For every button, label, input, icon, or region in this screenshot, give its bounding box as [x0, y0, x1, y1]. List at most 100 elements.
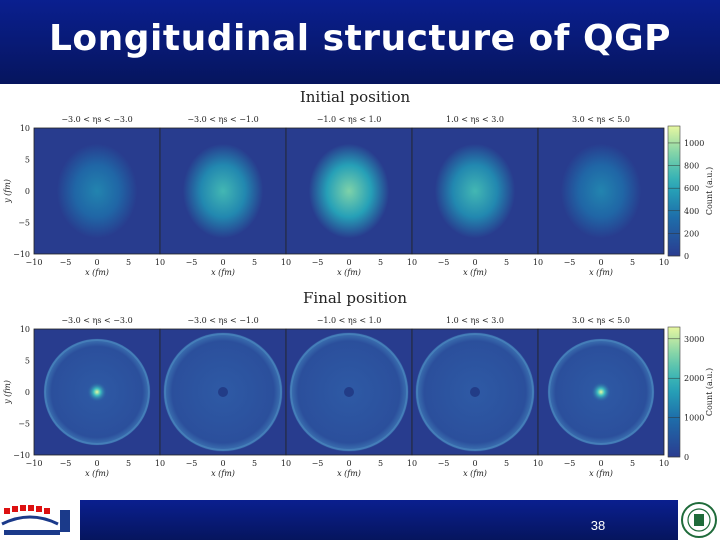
x-axis-label: x (fm)	[337, 268, 361, 277]
colorbar-tick-label: 600	[684, 184, 699, 193]
x-tick-label: 10	[281, 258, 291, 267]
x-tick-label: 5	[378, 258, 383, 267]
figure-title: Initial position	[300, 88, 411, 106]
y-tick-label: −5	[18, 219, 30, 228]
x-tick-label: −5	[60, 459, 72, 468]
colorbar-tick-label: 800	[684, 162, 699, 171]
x-tick-label: −10	[26, 459, 43, 468]
colorbar-tick-label: 0	[684, 453, 689, 462]
x-axis-label: x (fm)	[85, 268, 109, 277]
y-tick-label: 0	[25, 388, 30, 397]
colorbar-tick-label: 3000	[684, 335, 704, 344]
x-tick-label: −10	[26, 258, 43, 267]
x-tick-label: −5	[60, 258, 72, 267]
panel-label: 3.0 < ηs < 5.0	[572, 115, 630, 124]
title-bar	[0, 0, 720, 84]
panel-label: −3.0 < ηs < −3.0	[61, 316, 132, 325]
colorbar-tick-label: 200	[684, 229, 699, 238]
density-ring	[415, 332, 535, 452]
panel-frame	[537, 328, 665, 456]
x-axis-label: x (fm)	[463, 268, 487, 277]
x-tick-label: 0	[346, 459, 351, 468]
slide-title: Longitudinal structure of QGP	[48, 18, 672, 59]
hot-spot	[87, 382, 107, 402]
colorbar-tick-label: 400	[684, 207, 699, 216]
density-blob	[560, 143, 642, 239]
colorbar-tick-label: 0	[684, 252, 689, 261]
panel-frame	[537, 127, 665, 255]
x-tick-label: 0	[598, 459, 603, 468]
x-tick-label: 5	[504, 459, 509, 468]
university-seal-logo	[678, 500, 720, 540]
x-tick-label: 0	[220, 258, 225, 267]
slide-number: 38	[590, 518, 606, 533]
x-tick-label: 10	[155, 258, 165, 267]
colorbar-tick-label: 2000	[684, 374, 704, 383]
x-tick-label: 5	[504, 258, 509, 267]
colorbar-label: Count (a.u.)	[705, 167, 714, 215]
x-tick-label: 10	[407, 258, 417, 267]
y-tick-label: −5	[18, 420, 30, 429]
berkeley-lab-logo	[0, 500, 80, 540]
y-tick-label: −10	[13, 250, 30, 259]
footer-bar	[0, 500, 720, 540]
figure: Initial position y (fm) 10 5 0 −5 −10 −3.0 < ηs…	[0, 84, 720, 500]
x-tick-label: 5	[252, 258, 257, 267]
density-ring	[44, 339, 150, 445]
x-tick-label: 10	[533, 258, 543, 267]
colorbar-label: Count (a.u.)	[705, 368, 714, 416]
x-tick-label: −5	[438, 258, 450, 267]
colorbar-tick-label: 1000	[684, 414, 704, 423]
y-tick-label: 0	[25, 187, 30, 196]
x-tick-label: 10	[281, 459, 291, 468]
y-tick-label: 10	[20, 325, 30, 334]
panel-label: −1.0 < ηs < 1.0	[317, 115, 382, 124]
heatmap-figure: Initial position y (fm) 10 5 0 −5 −10 −3.0 < ηs…	[3, 88, 714, 478]
x-tick-label: 5	[126, 459, 131, 468]
y-tick-label: 5	[25, 156, 30, 165]
y-axis-label: y (fm)	[3, 179, 12, 204]
x-axis-label: x (fm)	[85, 469, 109, 478]
density-blob	[56, 143, 138, 239]
y-tick-label: −10	[13, 451, 30, 460]
x-tick-label: −5	[312, 459, 324, 468]
panel-label: −3.0 < ηs < −1.0	[187, 316, 258, 325]
x-tick-label: 10	[659, 459, 669, 468]
panel-label: −1.0 < ηs < 1.0	[317, 316, 382, 325]
center-dip	[218, 387, 228, 397]
x-tick-label: 0	[94, 459, 99, 468]
density-blob	[308, 143, 390, 239]
x-tick-label: 0	[346, 258, 351, 267]
x-axis-label: x (fm)	[211, 268, 235, 277]
hot-spot	[591, 382, 611, 402]
x-tick-label: 10	[659, 258, 669, 267]
x-tick-label: −5	[312, 258, 324, 267]
x-tick-label: 5	[252, 459, 257, 468]
center-dip	[344, 387, 354, 397]
x-axis-label: x (fm)	[211, 469, 235, 478]
density-ring	[548, 339, 654, 445]
colorbar	[667, 326, 681, 458]
x-tick-label: −5	[564, 258, 576, 267]
x-tick-label: 10	[155, 459, 165, 468]
y-axis-label: y (fm)	[3, 380, 12, 405]
x-tick-label: 0	[94, 258, 99, 267]
figure-title: Final position	[303, 289, 407, 307]
x-tick-label: 10	[533, 459, 543, 468]
x-tick-label: −5	[186, 258, 198, 267]
x-tick-label: 0	[220, 459, 225, 468]
density-ring	[163, 332, 283, 452]
center-dip	[470, 387, 480, 397]
x-tick-label: 0	[598, 258, 603, 267]
x-tick-label: 5	[378, 459, 383, 468]
x-tick-label: −5	[438, 459, 450, 468]
x-tick-label: 5	[630, 258, 635, 267]
x-tick-label: 0	[472, 459, 477, 468]
panel-label: 1.0 < ηs < 3.0	[446, 316, 504, 325]
x-tick-label: 10	[407, 459, 417, 468]
x-axis-label: x (fm)	[589, 268, 613, 277]
x-tick-label: 0	[472, 258, 477, 267]
colorbar	[667, 125, 681, 257]
x-tick-label: 5	[630, 459, 635, 468]
density-blob	[434, 143, 516, 239]
